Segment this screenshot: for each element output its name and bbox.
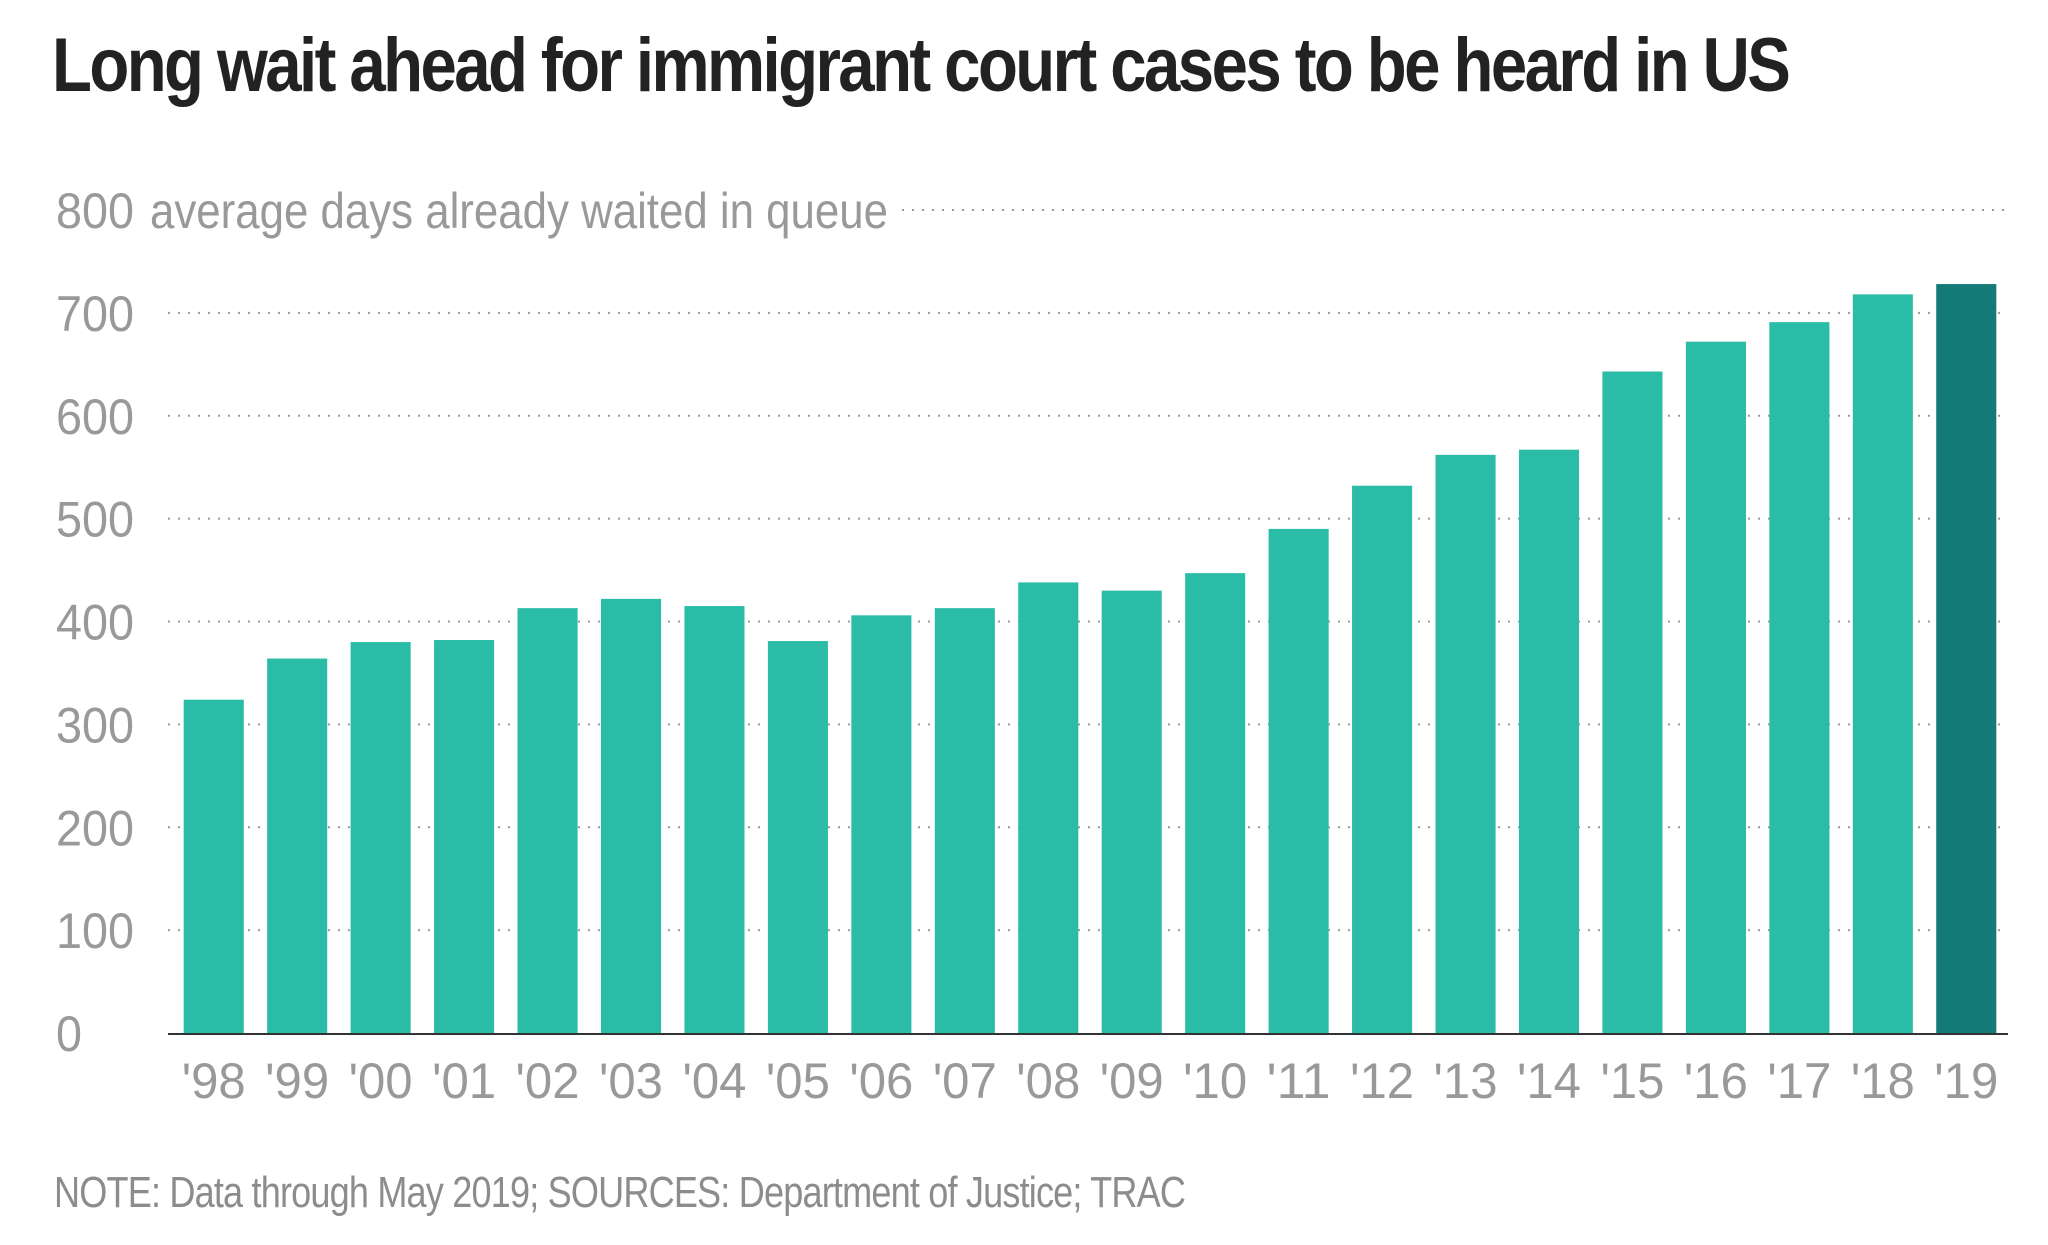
y-tick-label: 100 [56,903,134,959]
x-tick-label: '07 [933,1053,997,1109]
x-axis-ticks: '98 '99 '00 '01 '02 '03 '04 '05 '06 '07 '08 '09 '10 '… [182,1053,1999,1109]
x-tick-label: '99 [265,1053,329,1109]
x-tick-label: '14 [1517,1053,1581,1109]
y-tick-label: 200 [56,800,134,856]
bar-09 [1101,590,1162,1033]
x-tick-label: '05 [766,1053,830,1109]
bar-02 [517,608,578,1033]
x-tick-label: '10 [1183,1053,1247,1109]
x-tick-label: '17 [1767,1053,1831,1109]
y-tick-label: 0 [56,1006,82,1062]
x-tick-label: '04 [682,1053,746,1109]
y-axis-ticks: 0 100 200 300 400 500 600 700 800 average days al… [56,183,888,1062]
bar-07 [934,608,995,1033]
bar-17 [1769,322,1830,1033]
x-tick-label: '12 [1350,1053,1414,1109]
bar-12 [1352,485,1413,1034]
bar-18 [1852,294,1913,1033]
y-tick-label: 800 [56,183,134,239]
gridlines [168,209,2008,932]
x-tick-label: '13 [1434,1053,1498,1109]
bar-00 [350,642,411,1033]
bar-04 [684,606,745,1033]
x-tick-label: '98 [182,1053,246,1109]
bar-19 [1936,284,1997,1033]
bar-15 [1602,371,1663,1033]
bar-05 [767,641,828,1033]
bars [183,284,1997,1034]
y-axis-label: average days already waited in queue [150,183,888,239]
bar-99 [267,658,328,1033]
x-tick-label: '11 [1267,1053,1331,1109]
bar-03 [600,598,662,1033]
bar-11 [1268,528,1329,1033]
x-tick-label: '08 [1016,1053,1080,1109]
bar-10 [1185,573,1246,1033]
y-tick-label: 300 [56,697,134,753]
x-tick-label: '01 [432,1053,496,1109]
x-tick-label: '03 [599,1053,663,1109]
x-tick-label: '16 [1684,1053,1748,1109]
x-tick-label: '00 [349,1053,413,1109]
bar-14 [1518,449,1580,1034]
bar-98 [183,699,244,1033]
bar-01 [434,640,495,1033]
x-tick-label: '09 [1100,1053,1164,1109]
x-tick-label: '18 [1851,1053,1915,1109]
chart-title: Long wait ahead for immigrant court case… [52,23,1791,108]
bar-08 [1018,582,1079,1033]
x-tick-label: '19 [1934,1053,1998,1109]
x-tick-label: '06 [849,1053,913,1109]
y-tick-label: 400 [56,595,134,651]
y-tick-label: 500 [56,492,134,548]
bar-13 [1435,454,1496,1033]
y-tick-label: 600 [56,389,134,445]
source-note: NOTE: Data through May 2019; SOURCES: De… [54,1168,1186,1217]
x-tick-label: '15 [1600,1053,1664,1109]
bar-06 [851,615,912,1033]
y-tick-label: 700 [56,286,134,342]
bar-16 [1685,341,1746,1033]
x-tick-label: '02 [516,1053,580,1109]
